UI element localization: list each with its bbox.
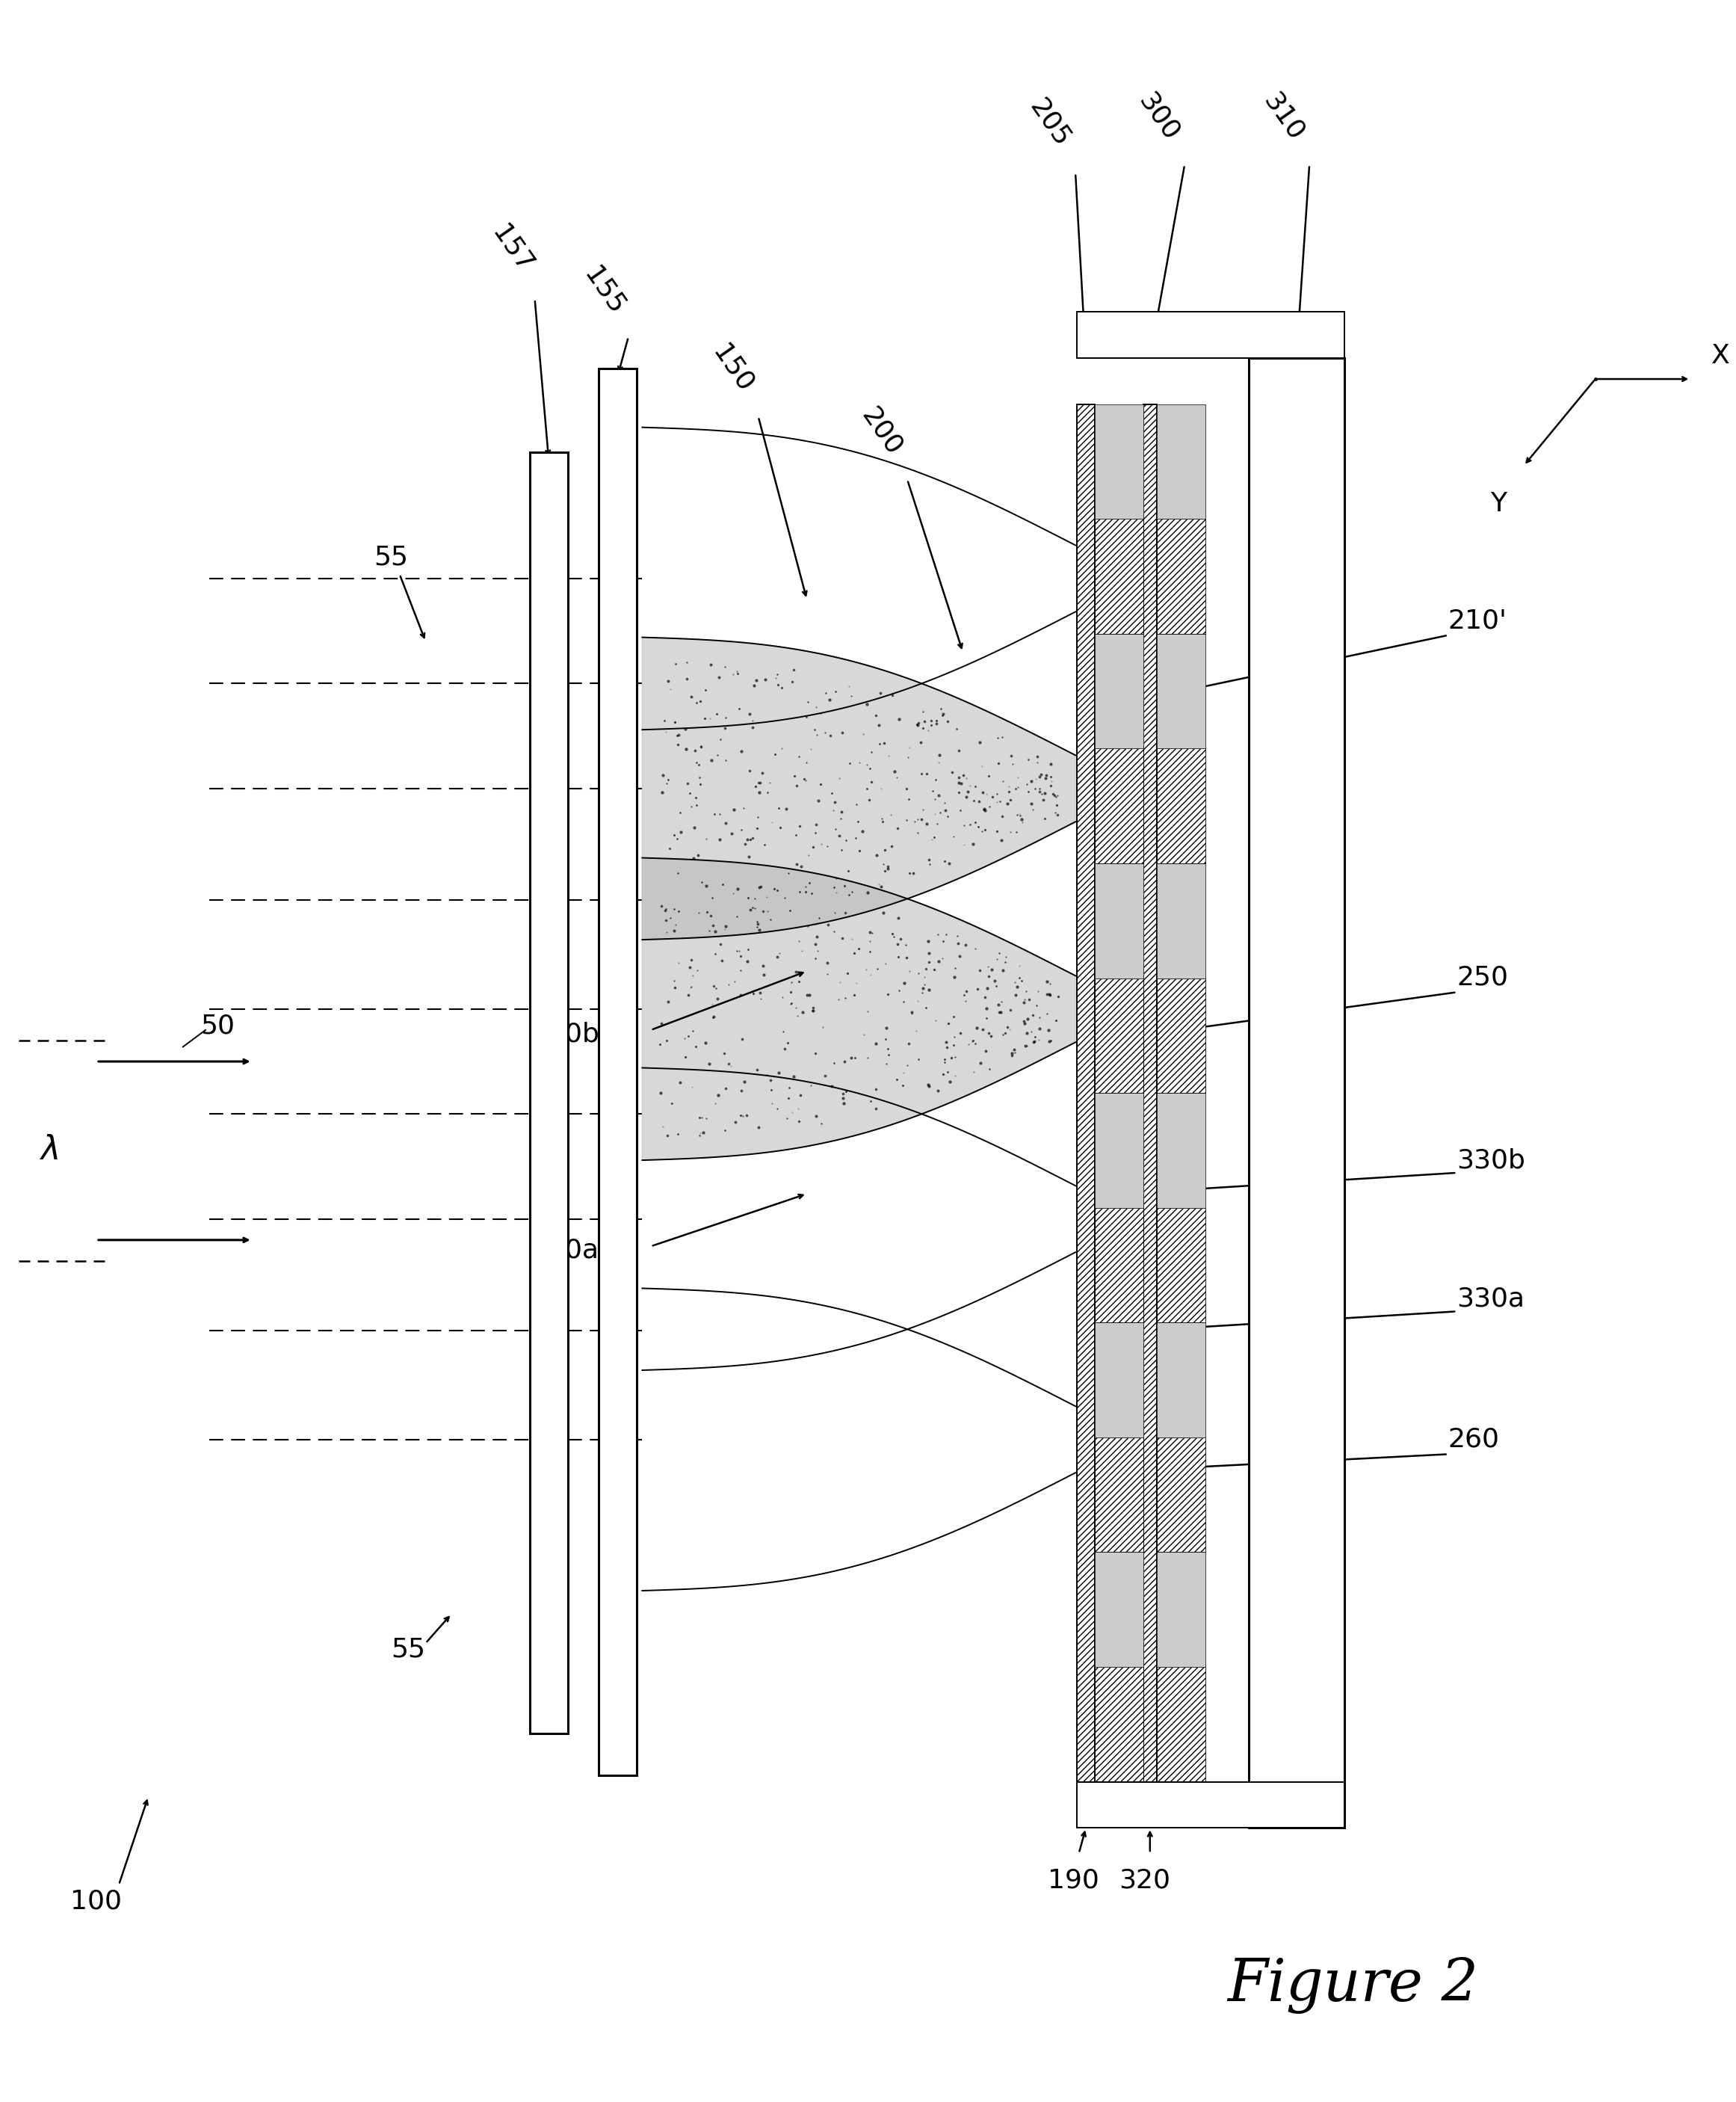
Text: $\lambda$: $\lambda$ [40, 1133, 59, 1167]
Bar [1094, 519, 1142, 635]
Bar [1156, 977, 1205, 1093]
Bar [1156, 1551, 1205, 1667]
Text: 100: 100 [71, 1890, 122, 1915]
Bar [1156, 519, 1205, 635]
Bar [1094, 864, 1142, 977]
Bar [1156, 1209, 1205, 1322]
Bar [1156, 1209, 1205, 1322]
Bar [1094, 1209, 1142, 1322]
Text: 205: 205 [1024, 95, 1075, 151]
Bar [529, 452, 568, 1734]
Text: 250: 250 [1457, 965, 1509, 990]
Bar [1248, 357, 1344, 1829]
Bar [1156, 977, 1205, 1093]
Bar [1156, 1438, 1205, 1551]
Bar [1094, 1093, 1142, 1209]
Bar [1094, 1322, 1142, 1438]
Bar [1094, 519, 1142, 635]
Text: 320: 320 [1120, 1869, 1170, 1894]
Text: 150b: 150b [529, 1022, 599, 1047]
Bar [1094, 864, 1142, 977]
Bar [1094, 1438, 1142, 1551]
Text: 260: 260 [1448, 1427, 1500, 1452]
Bar [1156, 1093, 1205, 1209]
Bar [1076, 1782, 1344, 1829]
Text: 190: 190 [1049, 1869, 1099, 1894]
Bar [1156, 1667, 1205, 1782]
Text: 310: 310 [1259, 88, 1309, 145]
Bar [1094, 635, 1142, 748]
Polygon shape [642, 637, 1075, 940]
Text: 55: 55 [373, 544, 408, 570]
Bar [1076, 404, 1094, 1782]
Bar [1156, 864, 1205, 977]
Bar [1094, 1551, 1142, 1667]
Bar [599, 368, 637, 1776]
Text: 155: 155 [578, 263, 628, 320]
Bar [1156, 404, 1205, 519]
Text: 157: 157 [488, 221, 538, 277]
Bar [1156, 635, 1205, 748]
Text: 210': 210' [1448, 607, 1507, 633]
Bar [1094, 748, 1142, 864]
Bar [1156, 1667, 1205, 1782]
Bar [1094, 977, 1142, 1093]
Bar [1094, 748, 1142, 864]
Bar [1156, 519, 1205, 635]
Text: 55: 55 [391, 1637, 425, 1663]
Bar [1156, 1551, 1205, 1667]
Text: 50: 50 [200, 1013, 234, 1038]
Bar [1094, 635, 1142, 748]
Text: 300: 300 [1134, 88, 1184, 145]
Bar [1094, 977, 1142, 1093]
Bar [1094, 404, 1142, 519]
Bar [1094, 1209, 1142, 1322]
Bar [1156, 1438, 1205, 1551]
Bar [1156, 1093, 1205, 1209]
Bar [1076, 404, 1094, 1782]
Text: 330a: 330a [1457, 1286, 1524, 1312]
Bar [1076, 311, 1344, 357]
Bar [1094, 1551, 1142, 1667]
Bar [1094, 1322, 1142, 1438]
Bar [1094, 404, 1142, 519]
Bar [1142, 404, 1156, 1782]
Bar [1094, 1667, 1142, 1782]
Bar [1156, 748, 1205, 864]
Bar [1156, 404, 1205, 519]
Text: 200: 200 [856, 404, 906, 460]
Text: Figure 2: Figure 2 [1227, 1957, 1479, 2014]
Text: Y: Y [1489, 492, 1507, 517]
Bar [1156, 748, 1205, 864]
Bar [1094, 1667, 1142, 1782]
Bar [1094, 1438, 1142, 1551]
Text: 150: 150 [707, 341, 757, 397]
Bar [1094, 1093, 1142, 1209]
Polygon shape [642, 858, 1075, 1160]
Text: 150a: 150a [531, 1238, 599, 1263]
Bar [1156, 1322, 1205, 1438]
Bar [1142, 404, 1156, 1782]
Text: 330b: 330b [1457, 1148, 1526, 1173]
Text: X: X [1712, 343, 1731, 368]
Bar [1156, 1322, 1205, 1438]
Bar [1156, 864, 1205, 977]
Bar [1156, 635, 1205, 748]
